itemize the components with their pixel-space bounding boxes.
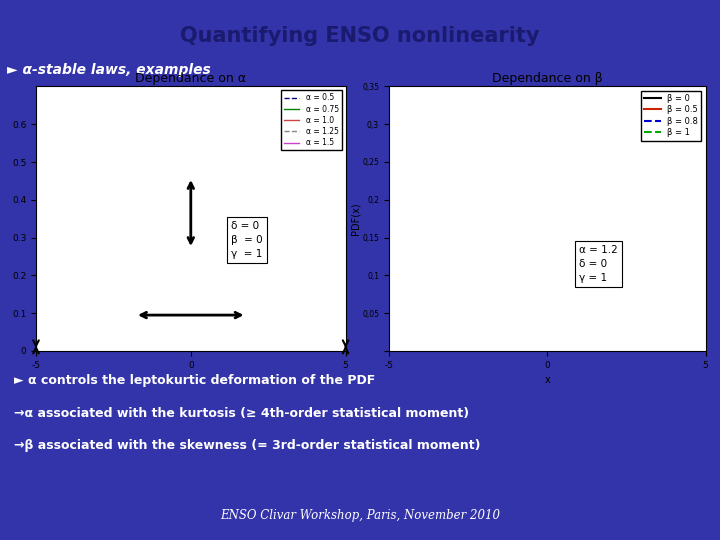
Text: α = 1.2
δ = 0
γ = 1: α = 1.2 δ = 0 γ = 1 <box>579 245 618 282</box>
Legend: β = 0, β = 0.5, β = 0.8, β = 1: β = 0, β = 0.5, β = 0.8, β = 1 <box>641 91 701 141</box>
Legend: α = 0.5, α = 0.75, α = 1.0, α = 1.25, α = 1.5: α = 0.5, α = 0.75, α = 1.0, α = 1.25, α … <box>281 90 342 151</box>
Text: ENSO Clivar Workshop, Paris, November 2010: ENSO Clivar Workshop, Paris, November 20… <box>220 509 500 522</box>
Text: →α associated with the kurtosis (≥ 4th-order statistical moment): →α associated with the kurtosis (≥ 4th-o… <box>14 407 469 420</box>
Text: δ = 0
β  = 0
γ  = 1: δ = 0 β = 0 γ = 1 <box>231 221 263 259</box>
Text: →β associated with the skewness (= 3rd-order statistical moment): →β associated with the skewness (= 3rd-o… <box>14 439 481 452</box>
Text: ► α controls the leptokurtic deformation of the PDF: ► α controls the leptokurtic deformation… <box>14 374 376 387</box>
Text: ► α-stable laws, examples: ► α-stable laws, examples <box>7 63 211 77</box>
Text: Quantifying ENSO nonlinearity: Quantifying ENSO nonlinearity <box>180 25 540 46</box>
Y-axis label: PDF(x): PDF(x) <box>351 202 361 235</box>
X-axis label: x: x <box>544 375 550 385</box>
Title: Dependance on β: Dependance on β <box>492 72 603 85</box>
Title: Dependance on α: Dependance on α <box>135 72 246 85</box>
